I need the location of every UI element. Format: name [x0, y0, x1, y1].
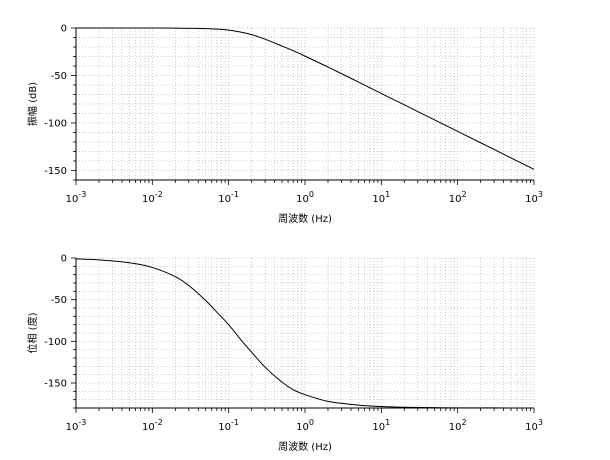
x-tick-label: 100	[296, 190, 314, 205]
x-tick-label: 10-3	[66, 418, 87, 433]
x-tick-label: 10-2	[142, 190, 163, 205]
x-tick-label: 100	[296, 418, 314, 433]
magnitude-plot: 0 -50 -100 -150 10-3 10-2 10-1 100 101 102 103 周波数 …	[26, 24, 543, 226]
y-tick-label: -50	[51, 71, 67, 82]
y-tick-label: -150	[44, 166, 67, 177]
y-tick-label: -100	[44, 337, 67, 348]
x-tick-label: 103	[525, 418, 543, 433]
x-tick-label: 10-3	[66, 190, 87, 205]
y-axis-label: 位相 (度)	[26, 312, 39, 353]
grid	[75, 257, 535, 409]
y-tick-label: 0	[61, 24, 67, 35]
x-axis-label: 周波数 (Hz)	[278, 212, 332, 225]
x-tick-label: 10-2	[142, 418, 163, 433]
x-tick-label: 10-1	[218, 190, 239, 205]
phase-plot: 0 -50 -100 -150 10-3 10-2 10-1 100 101 102 103 周波数 …	[26, 254, 543, 454]
grid	[75, 27, 535, 181]
series-line	[75, 258, 535, 409]
y-tick-label: -50	[51, 295, 67, 306]
series-line	[76, 27, 535, 170]
x-tick-label: 103	[525, 190, 543, 205]
x-axis-label: 周波数 (Hz)	[278, 440, 332, 453]
x-tick-label: 101	[372, 418, 390, 433]
x-tick-label: 102	[449, 190, 467, 205]
y-tick-label: 0	[61, 254, 67, 265]
x-tick-label: 10-1	[218, 418, 239, 433]
y-axis-label: 振幅 (dB)	[26, 82, 39, 126]
x-tick-label: 101	[372, 190, 390, 205]
x-tick-label: 102	[449, 418, 467, 433]
y-tick-label: -100	[44, 119, 67, 130]
y-tick-label: -150	[44, 379, 67, 390]
